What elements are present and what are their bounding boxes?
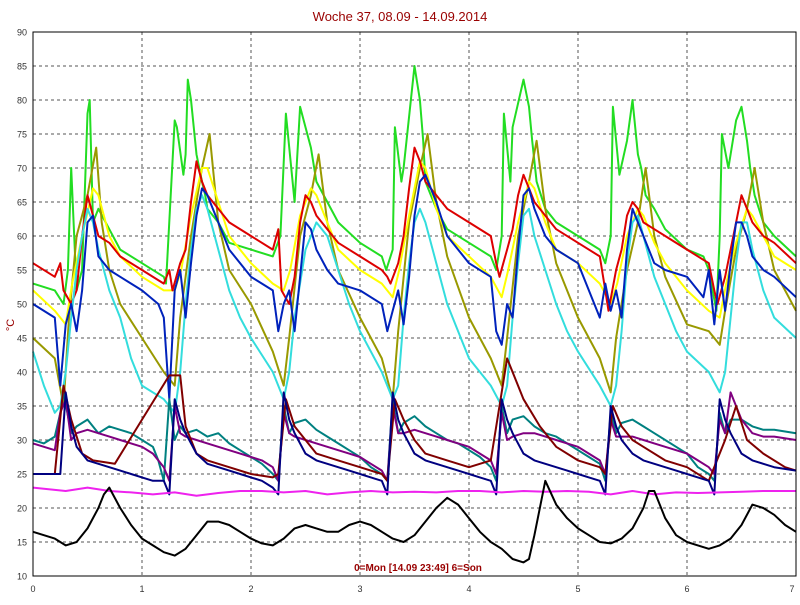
series-line-11	[32, 486, 796, 497]
y-tick-label: 60	[17, 232, 27, 242]
x-tick-label: 7	[789, 584, 794, 594]
y-tick-label: 85	[17, 62, 27, 72]
x-tick-label: 4	[466, 584, 471, 594]
series-line-4	[32, 146, 797, 312]
y-tick-label: 45	[17, 334, 27, 344]
y-tick-label: 75	[17, 130, 27, 140]
y-tick-label: 15	[17, 538, 27, 548]
series-line-6	[32, 173, 797, 401]
series-line-12	[32, 479, 797, 564]
x-tick-label: 3	[357, 584, 362, 594]
y-tick-label: 20	[17, 504, 27, 514]
series-line-3	[32, 160, 797, 326]
chart-title: Woche 37, 08.09 - 14.09.2014	[313, 9, 488, 24]
x-tick-label: 1	[139, 584, 144, 594]
series-line-1	[32, 65, 797, 312]
x-tick-label: 2	[248, 584, 253, 594]
x-axis-label: 0=Mon [14.09 23:49] 6=Son	[354, 563, 482, 574]
y-tick-label: 55	[17, 266, 27, 276]
y-tick-label: 50	[17, 300, 27, 310]
x-tick-label: 0	[30, 584, 35, 594]
y-tick-label: 30	[17, 436, 27, 446]
x-tick-label: 6	[684, 584, 689, 594]
plot-frame	[32, 31, 797, 577]
y-tick-label: 25	[17, 470, 27, 480]
series-line-9	[33, 357, 797, 482]
y-tick-label: 10	[17, 572, 27, 582]
y-tick-label: 80	[17, 96, 27, 106]
series-line-8	[32, 391, 797, 482]
series-group	[32, 65, 797, 564]
y-tick-label: 70	[17, 164, 27, 174]
y-tick-label: 35	[17, 402, 27, 412]
grid	[33, 32, 796, 576]
y-axis-label: °C	[5, 319, 17, 331]
y-tick-label: 90	[17, 28, 27, 38]
x-tick-label: 5	[575, 584, 580, 594]
y-tick-label: 65	[17, 198, 27, 208]
y-tick-label: 40	[17, 368, 27, 378]
series-line-10	[33, 391, 797, 496]
